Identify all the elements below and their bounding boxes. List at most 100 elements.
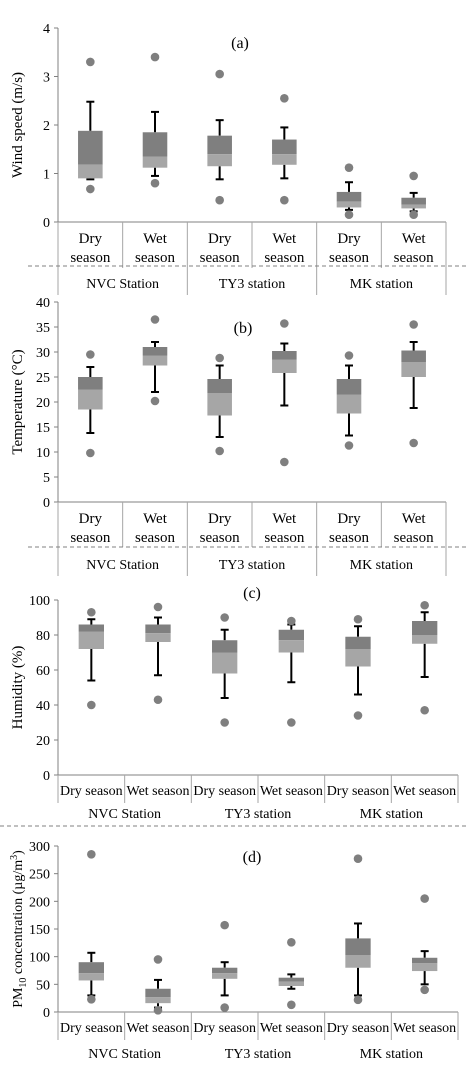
outlier-point [280,457,289,467]
box-upper-quartile [401,350,426,362]
panel-label: (d) [243,849,262,866]
outlier-point [287,937,296,947]
outlier-point [153,955,163,964]
box-plot [345,614,371,720]
outlier-point [86,350,95,359]
box-upper-quartile [401,197,426,205]
category-label-line: season [70,250,110,266]
panel-label: (a) [231,35,249,52]
category-label-line: season [329,530,369,546]
box-lower-quartile [401,362,426,377]
outlier-point [153,695,163,705]
box-upper-quartile [336,379,362,395]
box-plot [278,937,304,1010]
box-lower-quartile [272,154,297,165]
box-lower-quartile [272,359,297,373]
box-lower-quartile [336,201,362,208]
y-tick-label: 0 [43,216,50,231]
category-label: Dry season [327,1021,390,1036]
y-tick-label: 25 [36,371,50,386]
box-upper-quartile [78,962,104,974]
y-axis-label-part: PM [11,987,26,1008]
outlier-point [150,396,160,406]
category-label-line: Wet [272,511,297,527]
y-tick-label: 4 [43,22,50,37]
category-label: Dry season [200,511,240,546]
outlier-point [215,69,224,79]
box-upper-quartile [142,347,168,356]
outlier-point [344,441,354,450]
outlier-point [87,607,96,617]
outlier-point [215,195,224,205]
group-label: TY3 station [219,558,286,573]
y-tick-label: 20 [36,734,50,749]
box-lower-quartile [78,389,103,410]
y-tick-label: 15 [36,421,50,436]
outlier-point [87,700,96,710]
outlier-point [220,920,229,930]
y-tick-label: 200 [29,895,50,910]
category-label-line: Dry [79,511,103,527]
category-label-line: season [394,530,434,546]
box-plot [145,955,171,1015]
box-lower-quartile [412,635,438,644]
box-upper-quartile [278,629,304,641]
outlier-point [280,94,289,103]
group-label: NVC Station [86,558,159,573]
box-lower-quartile [145,997,171,1004]
box-lower-quartile [78,631,104,649]
y-tick-label: 100 [29,594,50,609]
y-tick-label: 20 [36,396,50,411]
category-label: Wet season [393,784,456,799]
box-lower-quartile [345,955,371,968]
box-lower-quartile [142,355,168,366]
outlier-point [409,210,418,220]
box-lower-quartile [207,154,232,167]
box-plot [272,94,297,205]
box-plot [272,319,297,467]
group-label: TY3 station [219,277,286,292]
outlier-point [409,438,418,448]
y-tick-label: 5 [43,471,50,486]
box-upper-quartile [272,351,297,360]
category-label-line: Wet [402,231,427,247]
box-lower-quartile [142,156,168,168]
group-label: NVC Station [88,807,161,822]
box-lower-quartile [401,204,426,209]
category-label-line: Dry [208,511,232,527]
outlier-point [86,57,95,67]
box-lower-quartile [345,649,371,667]
box-plot [212,613,238,727]
category-label: Dry season [329,231,369,266]
category-label-line: season [394,250,434,266]
chart-panel-b: 0 5 10 15 20 25 30 35 40 Temperature (°C) (b) Dry se… [10,296,466,576]
y-axis-label-sup: 3 [9,855,20,860]
y-tick-label: 0 [43,496,50,511]
box-plot [401,320,426,448]
box-plot [401,171,426,220]
outlier-point [153,1006,163,1015]
y-tick-label: 50 [36,978,50,993]
box-plot [336,163,362,220]
outlier-point [87,850,96,859]
category-label-line: Dry [337,231,361,247]
y-axis-label: Temperature (°C) [10,349,26,454]
y-axis-label-part: concentration (µg/m [11,860,26,978]
category-label-line: season [200,530,240,546]
category-label: Wet season [394,231,434,266]
box-plot [212,920,238,1012]
outlier-point [409,320,418,329]
outlier-point [420,600,429,610]
outlier-point [344,210,354,220]
outlier-point [280,319,289,328]
outlier-point [353,854,363,864]
outlier-point [220,1003,229,1012]
y-tick-label: 150 [29,923,50,938]
category-label-line: Wet [272,231,297,247]
box-upper-quartile [207,379,232,393]
box-lower-quartile [207,393,232,416]
category-label: Wet season [394,511,434,546]
outlier-point [353,711,363,720]
category-label-line: season [200,250,240,266]
